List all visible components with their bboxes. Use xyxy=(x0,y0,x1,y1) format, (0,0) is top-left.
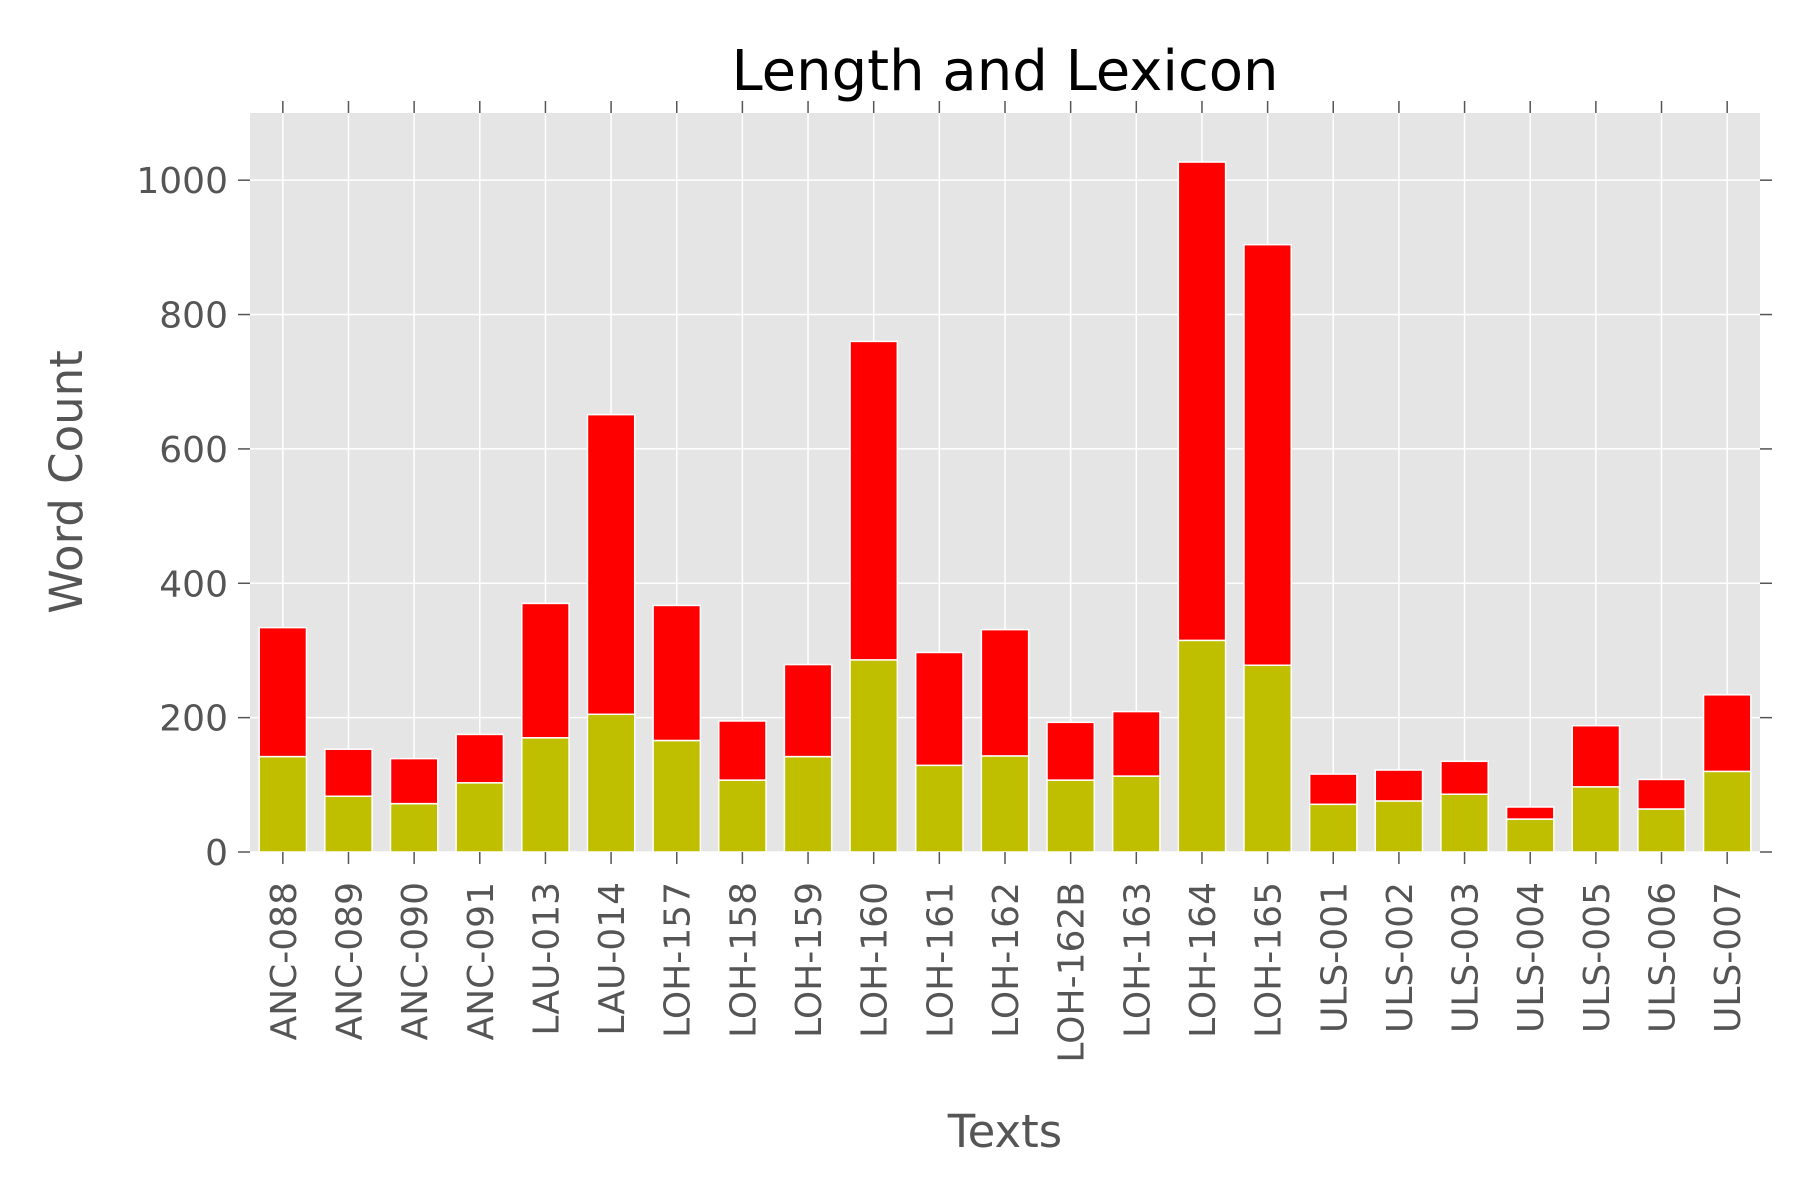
y-tick-label: 800 xyxy=(159,296,228,337)
bar-segment-upper xyxy=(914,651,964,767)
bars xyxy=(258,161,1752,853)
x-tick-label: ANC-091 xyxy=(461,882,502,1040)
bar-segment-upper xyxy=(1440,760,1489,795)
bar-segment-lower xyxy=(1046,779,1096,853)
bar-segment-upper xyxy=(783,663,833,758)
bar-segment-upper xyxy=(1308,773,1358,806)
x-tick-label: LOH-165 xyxy=(1249,882,1290,1038)
y-tick-label: 600 xyxy=(159,430,228,471)
x-tick-label: ANC-089 xyxy=(329,882,370,1040)
x-tick-label: ULS-004 xyxy=(1511,882,1552,1033)
bar-segment-upper xyxy=(324,748,373,797)
chart-title: Length and Lexicon xyxy=(731,39,1278,104)
x-tick-label: ULS-007 xyxy=(1708,882,1749,1033)
bar-segment-lower xyxy=(1111,775,1161,853)
x-tick-label: ULS-006 xyxy=(1643,882,1684,1033)
x-tick-label: LOH-160 xyxy=(855,882,896,1038)
x-tick-label: LOH-157 xyxy=(658,882,699,1038)
bar-segment-upper xyxy=(652,604,702,742)
x-tick-label: ULS-003 xyxy=(1446,882,1487,1033)
x-tick-label: ANC-090 xyxy=(395,882,436,1040)
bar-segment-lower xyxy=(258,755,308,853)
x-tick-label: LOH-162B xyxy=(1052,882,1093,1063)
y-tick-label: 400 xyxy=(159,564,228,605)
bar-segment-upper xyxy=(389,757,439,805)
x-tick-label: ULS-002 xyxy=(1380,882,1421,1033)
x-tick-label: LOH-163 xyxy=(1117,882,1158,1038)
bar-segment-upper xyxy=(849,340,899,661)
bar-segment-upper xyxy=(1177,161,1227,642)
bar-segment-lower xyxy=(586,713,636,853)
x-tick-label: LAU-013 xyxy=(526,882,567,1036)
bar-segment-lower xyxy=(521,737,570,853)
bar-segment-lower xyxy=(1440,793,1489,853)
bar-segment-lower xyxy=(1505,818,1555,853)
x-tick-label: LOH-161 xyxy=(920,882,961,1038)
bar-segment-lower xyxy=(1702,770,1752,853)
y-axis-label: Word Count xyxy=(40,350,93,614)
y-tick-label: 0 xyxy=(205,833,228,874)
y-tick-labels: 0 200 400 600 800 1000 xyxy=(136,161,228,874)
axis-ticks xyxy=(238,101,1772,864)
bar-segment-lower xyxy=(1637,808,1686,853)
bar-segment-upper xyxy=(455,733,505,784)
bar-segment-upper xyxy=(1637,778,1686,810)
bar-segment-upper xyxy=(1374,769,1424,802)
bar-segment-upper xyxy=(1046,721,1096,781)
bar-segment-upper xyxy=(1702,694,1752,773)
y-tick-label: 1000 xyxy=(136,161,228,202)
x-tick-label: LAU-014 xyxy=(592,882,633,1036)
bar-segment-upper xyxy=(1505,806,1555,820)
bar-segment-lower xyxy=(980,755,1030,853)
bar-segment-lower xyxy=(652,739,702,853)
bar-segment-upper xyxy=(1571,724,1621,788)
bar-segment-upper xyxy=(586,413,636,716)
y-tick-label: 200 xyxy=(159,699,228,740)
bar-segment-lower xyxy=(783,755,833,853)
bar-segment-upper xyxy=(521,602,570,739)
bar-segment-lower xyxy=(389,802,439,853)
bar-segment-upper xyxy=(1111,710,1161,777)
x-tick-labels: ANC-088 ANC-089 ANC-090 ANC-091 LAU-013 LAU-0… xyxy=(264,882,1749,1063)
bar-segment-lower xyxy=(914,764,964,853)
bar-segment-lower xyxy=(324,795,373,853)
bar-segment-lower xyxy=(1177,639,1227,853)
x-tick-label: ULS-001 xyxy=(1314,882,1355,1033)
bar-segment-lower xyxy=(718,779,767,853)
bar-segment-upper xyxy=(1243,243,1292,666)
bar-segment-lower xyxy=(1243,664,1292,853)
bar-segment-upper xyxy=(718,720,767,781)
x-tick-label: LOH-164 xyxy=(1183,882,1224,1038)
x-axis-label: Texts xyxy=(947,1105,1062,1158)
x-tick-label: LOH-159 xyxy=(789,882,830,1038)
x-tick-label: ULS-005 xyxy=(1577,882,1618,1033)
x-tick-label: ANC-088 xyxy=(264,882,305,1040)
bar-segment-lower xyxy=(849,659,899,853)
bar-segment-lower xyxy=(1571,786,1621,853)
bar-segment-upper xyxy=(258,626,308,758)
bar-segment-lower xyxy=(1308,803,1358,853)
bar-segment-upper xyxy=(980,628,1030,757)
bar-segment-lower xyxy=(1374,800,1424,853)
x-tick-label: LOH-158 xyxy=(723,882,764,1038)
x-tick-label: LOH-162 xyxy=(986,882,1027,1038)
bar-segment-lower xyxy=(455,782,505,853)
